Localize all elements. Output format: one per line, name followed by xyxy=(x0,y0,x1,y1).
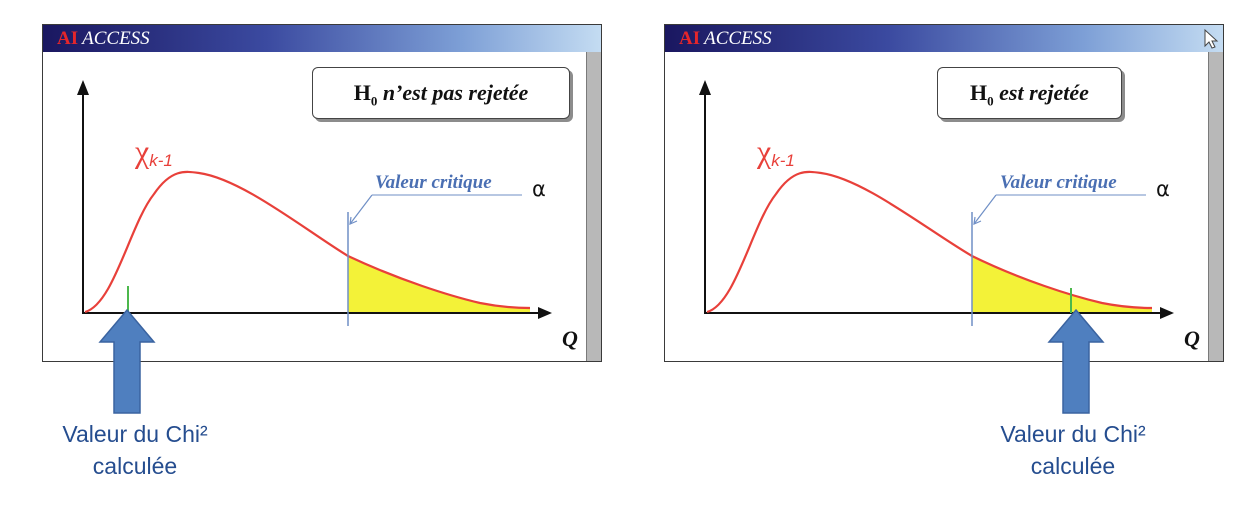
hypothesis-h: H xyxy=(353,80,371,105)
caption-line-1: Valeur du Chi² xyxy=(62,421,208,447)
hypothesis-box: H0 n’est pas rejetée xyxy=(312,67,570,119)
caption-line-2: calculée xyxy=(1030,453,1116,479)
distribution-subscript: k-1 xyxy=(771,151,795,170)
alpha-label: α xyxy=(532,177,546,201)
distribution-label: χk-1 xyxy=(134,133,173,170)
title-bar: AI ACCESS xyxy=(665,25,1223,52)
scrollbar[interactable] xyxy=(1208,52,1223,361)
critical-pointer-arrowhead xyxy=(973,216,982,225)
x-axis-label: Q xyxy=(1184,326,1200,351)
panel-rejected: AI ACCESS χk-1 Valeur critique α Q H0 est… xyxy=(664,24,1224,414)
critical-pointer-icon xyxy=(973,194,997,225)
rejection-area xyxy=(972,256,1152,313)
caption-right: Valeur du Chi² calculée xyxy=(923,418,1223,482)
density-curve xyxy=(706,170,1153,314)
chi-square-chart: χk-1 Valeur critique α Q xyxy=(77,80,578,351)
x-axis-arrowhead xyxy=(1160,307,1174,319)
chi-square-chart: χk-1 Valeur critique α Q xyxy=(699,80,1200,351)
caption-line-2: calculée xyxy=(92,453,178,479)
brand-prefix: AI xyxy=(57,28,79,49)
caption-left: Valeur du Chi² calculée xyxy=(0,418,285,482)
brand-name: ACCESS xyxy=(704,28,772,49)
x-axis-arrowhead xyxy=(538,307,552,319)
hypothesis-subscript: 0 xyxy=(370,93,378,109)
hypothesis-box: H0 est rejetée xyxy=(937,67,1122,119)
alpha-label: α xyxy=(1156,177,1170,201)
y-axis-arrowhead xyxy=(699,80,711,95)
critical-value-label: Valeur critique xyxy=(1000,172,1117,193)
distribution-subscript: k-1 xyxy=(149,151,173,170)
y-axis-arrowhead xyxy=(77,80,89,95)
up-arrow-icon xyxy=(98,308,156,414)
critical-pointer-icon xyxy=(349,194,373,225)
mouse-pointer-icon xyxy=(1204,28,1219,49)
x-axis-label: Q xyxy=(562,326,578,351)
panel-not-rejected: AI ACCESS χk-1 Valeur critique α Q H0 n’e… xyxy=(42,24,602,414)
brand-logo: AI ACCESS xyxy=(679,28,772,50)
hypothesis-h: H xyxy=(970,80,988,105)
up-arrow-icon xyxy=(1047,308,1105,414)
caption-line-1: Valeur du Chi² xyxy=(1000,421,1146,447)
critical-value-label: Valeur critique xyxy=(375,172,492,193)
scrollbar[interactable] xyxy=(586,52,601,361)
density-curve xyxy=(84,170,531,314)
brand-logo: AI ACCESS xyxy=(57,28,150,50)
hypothesis-text: n’est pas rejetée xyxy=(377,80,529,105)
distribution-label: χk-1 xyxy=(756,133,795,170)
brand-prefix: AI xyxy=(679,28,701,49)
title-bar: AI ACCESS xyxy=(43,25,601,52)
brand-name: ACCESS xyxy=(82,28,150,49)
hypothesis-subscript: 0 xyxy=(987,93,994,109)
critical-pointer-arrowhead xyxy=(349,216,358,225)
hypothesis-text: est rejetée xyxy=(993,80,1089,105)
rejection-area xyxy=(348,256,530,313)
